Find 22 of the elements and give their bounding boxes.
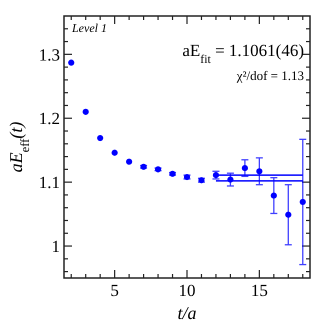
y-tick-label: 1.3 <box>38 45 60 64</box>
point <box>97 134 104 142</box>
point <box>112 150 118 156</box>
point <box>256 168 262 174</box>
point <box>68 60 74 66</box>
point <box>270 192 277 199</box>
x-axis-title: t/a <box>177 303 197 323</box>
x-tick-label: 15 <box>250 281 268 300</box>
point <box>140 164 147 170</box>
point <box>285 212 292 218</box>
point <box>242 165 248 172</box>
y-tick-label: 1.1 <box>38 173 60 192</box>
x-tick-label: 5 <box>110 281 119 300</box>
x-tick-label: 10 <box>178 281 196 300</box>
point <box>82 108 89 115</box>
y-tick-label: 1.2 <box>38 109 60 128</box>
annotation: aE$_{fit}$ = 1.1061(46) <box>182 41 304 66</box>
point <box>300 198 306 206</box>
point <box>126 158 132 165</box>
annotation: χ²/dof = 1.13 <box>236 68 304 83</box>
annotation: Level 1 <box>71 21 107 35</box>
y-tick-label: 1 <box>52 237 60 256</box>
